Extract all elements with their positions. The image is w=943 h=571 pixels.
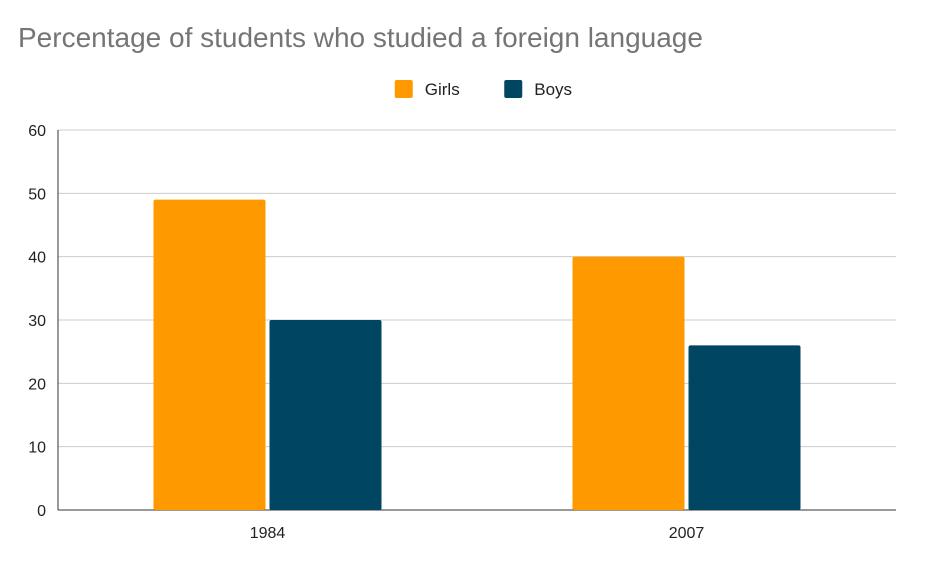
x-tick-label: 1984 (250, 525, 286, 542)
y-tick-label: 30 (28, 313, 46, 330)
legend-swatch-boys (504, 80, 523, 98)
legend-label-girls: Girls (425, 80, 460, 99)
bar-boys-1984 (269, 320, 382, 510)
bar-boys-2007 (688, 345, 801, 510)
x-tick-label: 2007 (669, 525, 705, 542)
bar-girls-2007 (572, 256, 685, 510)
legend-label-boys: Boys (534, 80, 572, 99)
legend-swatch-girls (394, 80, 413, 98)
y-tick-label: 50 (28, 186, 46, 203)
chart-title: Percentage of students who studied a for… (18, 22, 703, 53)
y-tick-label: 20 (28, 376, 46, 393)
y-tick-label: 60 (28, 123, 46, 140)
y-tick-label: 10 (28, 440, 46, 457)
y-tick-label: 0 (37, 503, 46, 520)
bar-girls-1984 (153, 199, 266, 510)
y-tick-label: 40 (28, 250, 46, 267)
